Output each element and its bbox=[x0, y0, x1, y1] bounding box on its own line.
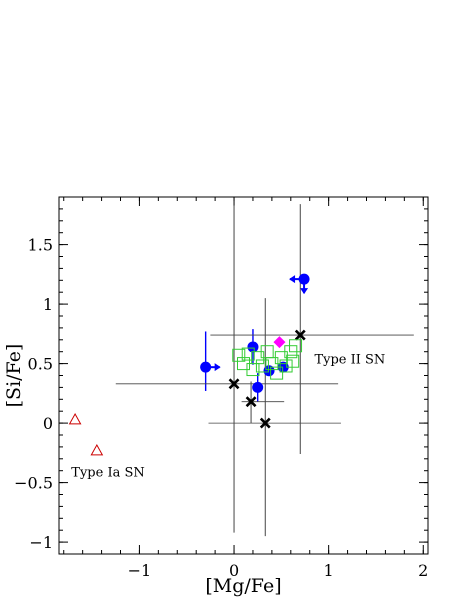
data-point-diamond bbox=[273, 336, 286, 349]
y-tick-label: 0 bbox=[43, 414, 53, 433]
data-point-square bbox=[289, 339, 303, 353]
data-point-circle bbox=[298, 273, 310, 285]
x-tick-label: −1 bbox=[128, 561, 152, 580]
data-point-square bbox=[286, 354, 300, 368]
data-point-triangle bbox=[90, 443, 104, 456]
y-tick-label: −0.5 bbox=[14, 474, 53, 493]
annotation-label: Type Ia SN bbox=[71, 466, 144, 481]
data-point-square bbox=[255, 359, 269, 373]
data-point-cross bbox=[245, 396, 257, 408]
upper-limit-arrowhead bbox=[300, 288, 309, 295]
data-point-square bbox=[241, 347, 255, 361]
plot-frame bbox=[58, 196, 429, 555]
data-point-cross bbox=[259, 417, 271, 429]
data-point-square bbox=[270, 366, 284, 380]
error-bars bbox=[115, 204, 414, 537]
y-tick-label: 1 bbox=[43, 295, 53, 314]
data-point-circle bbox=[252, 381, 264, 393]
x-axis-label: [Mg/Fe] bbox=[205, 575, 281, 597]
annotation-label: Type II SN bbox=[314, 353, 385, 368]
upper-limit-arrowhead bbox=[214, 363, 221, 372]
x-tick-label: 2 bbox=[418, 561, 428, 580]
data-point-square bbox=[279, 359, 293, 373]
x-tick-label: 1 bbox=[324, 561, 334, 580]
data-markers bbox=[68, 273, 310, 456]
x-tick-label: 0 bbox=[229, 561, 239, 580]
data-point-circle bbox=[247, 341, 259, 353]
data-point-cross bbox=[228, 378, 240, 390]
data-point-circle bbox=[200, 361, 212, 373]
data-point-triangle bbox=[68, 413, 82, 425]
y-tick-label: −1 bbox=[29, 533, 53, 552]
y-axis-label: [Si/Fe] bbox=[3, 344, 25, 408]
upper-limit-arrowhead bbox=[289, 275, 296, 284]
y-tick-label: 1.5 bbox=[28, 236, 53, 255]
annotations: Type II SN Type Ia SN bbox=[71, 353, 385, 481]
data-point-square bbox=[232, 348, 246, 362]
data-point-cross bbox=[294, 329, 306, 341]
axis-ticks bbox=[59, 197, 428, 555]
y-tick-label: 0.5 bbox=[28, 355, 53, 374]
tick-labels: −1 0 1 2 −1 −0.5 0 0.5 1 1.5 bbox=[14, 236, 428, 580]
